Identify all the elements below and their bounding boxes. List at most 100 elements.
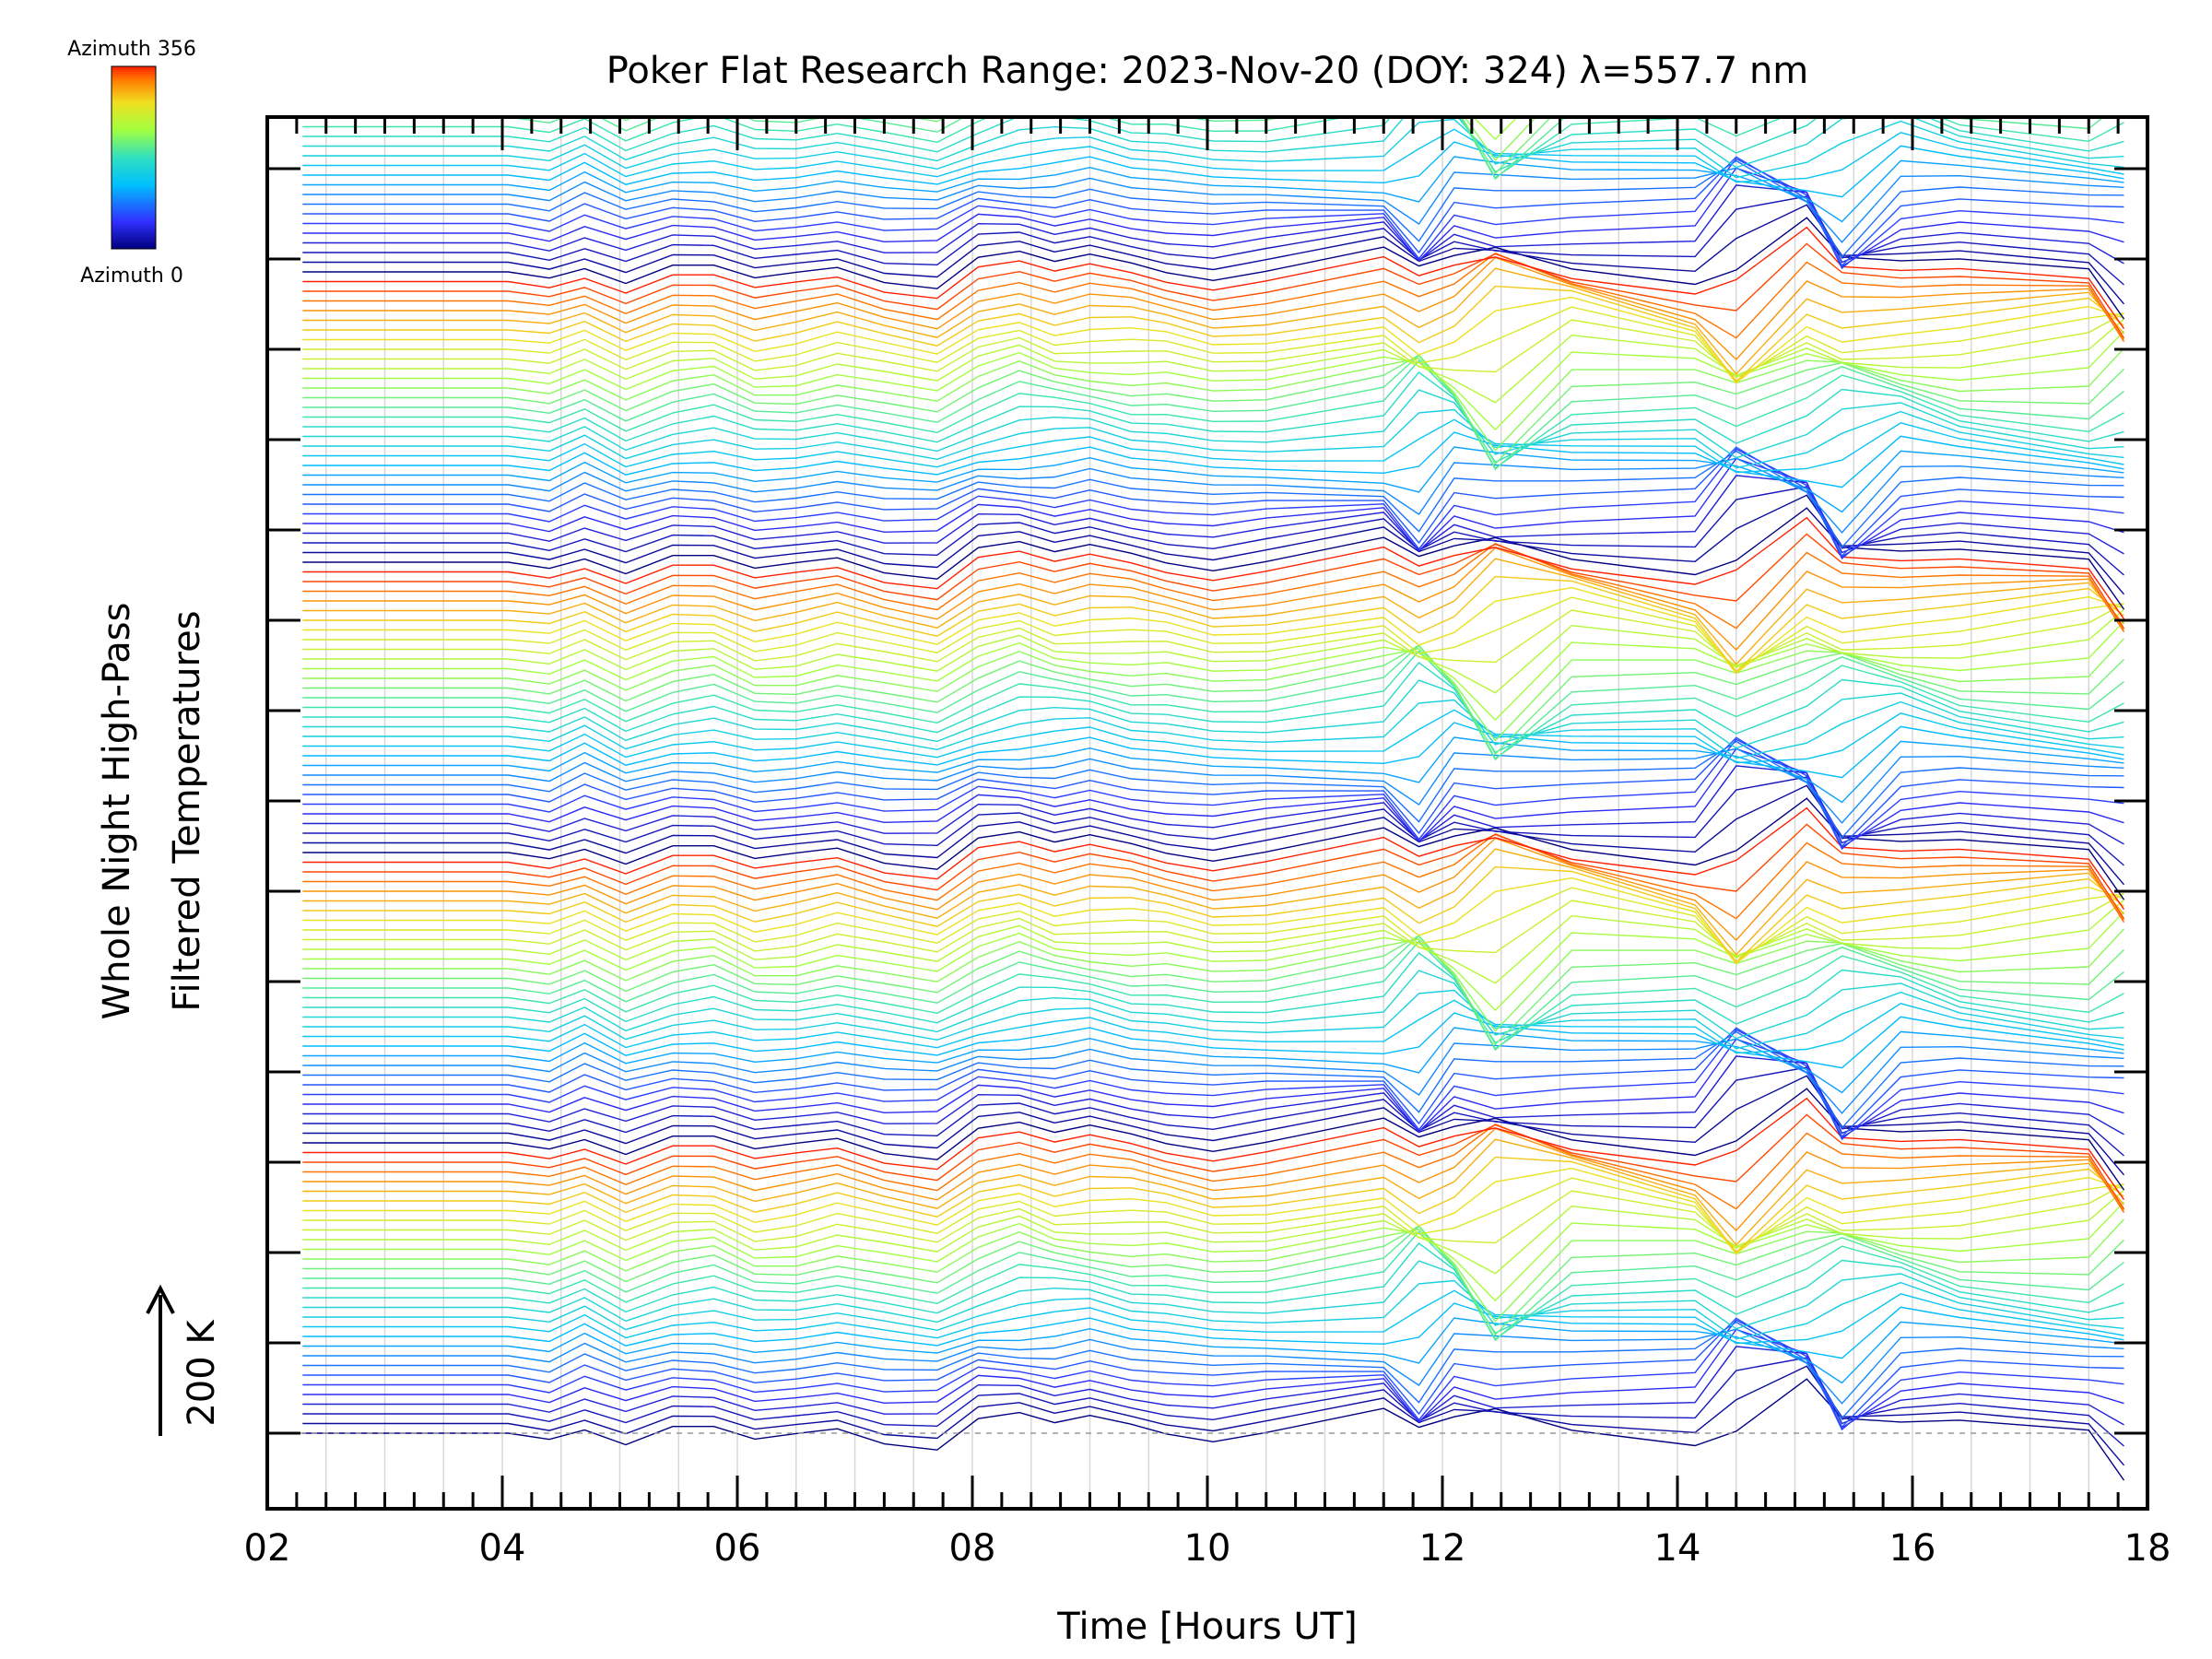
series-line bbox=[302, 159, 2124, 258]
series-line bbox=[302, 543, 2125, 633]
series-line bbox=[302, 389, 2124, 459]
series-line bbox=[302, 935, 2124, 1052]
series-line bbox=[302, 620, 2125, 722]
series-line bbox=[302, 722, 2124, 779]
series-line bbox=[302, 1317, 2124, 1384]
series-line bbox=[302, 603, 2124, 669]
series-line bbox=[302, 1012, 2124, 1069]
series-line bbox=[302, 661, 2124, 754]
series-line bbox=[302, 450, 2124, 548]
x-tick-label: 08 bbox=[949, 1527, 996, 1570]
series-line bbox=[302, 833, 2125, 924]
series-line bbox=[302, 887, 2124, 963]
series-line bbox=[302, 158, 2124, 270]
series-line bbox=[302, 1218, 2125, 1323]
series-line bbox=[302, 823, 2125, 920]
series-line bbox=[302, 709, 2124, 764]
series-line bbox=[302, 486, 2124, 576]
x-tick-label: 04 bbox=[479, 1527, 526, 1570]
series-line bbox=[302, 1027, 2124, 1094]
series-line bbox=[302, 1113, 2125, 1210]
series-line bbox=[302, 1138, 2125, 1246]
series-line bbox=[302, 296, 2124, 384]
series-line bbox=[302, 1225, 2124, 1342]
series-line bbox=[302, 494, 2125, 595]
series-line bbox=[302, 638, 2125, 742]
series-line bbox=[302, 1124, 2125, 1214]
series-line bbox=[302, 457, 2124, 534]
series-line bbox=[302, 970, 2124, 1040]
series-line bbox=[302, 1378, 2125, 1481]
series-line bbox=[302, 740, 2124, 839]
x-tick-label: 14 bbox=[1654, 1527, 1701, 1570]
series-line bbox=[302, 516, 2125, 620]
x-tick-label: 16 bbox=[1889, 1527, 1936, 1570]
series-line bbox=[302, 354, 2124, 471]
colorbar-bottom-label: Azimuth 0 bbox=[80, 265, 183, 288]
series-line bbox=[302, 1030, 2124, 1129]
scale-bar: 200 K bbox=[146, 1284, 223, 1436]
series-line bbox=[302, 1328, 2124, 1405]
series-line bbox=[302, 318, 2124, 404]
series-line bbox=[302, 989, 2124, 1050]
x-tick-label: 18 bbox=[2124, 1527, 2171, 1570]
series-line bbox=[302, 608, 2124, 694]
x-tick-label: 06 bbox=[714, 1527, 761, 1570]
colorbar-gradient bbox=[111, 65, 157, 250]
series-line bbox=[302, 242, 2125, 339]
series-line bbox=[302, 117, 2124, 173]
x-tick-labels: 02 04 06 08 10 12 14 16 18 bbox=[244, 1527, 2171, 1570]
series-line bbox=[302, 1167, 2124, 1255]
x-tick-label: 12 bbox=[1419, 1527, 1466, 1570]
series-line bbox=[302, 330, 2125, 431]
series-line bbox=[302, 418, 2124, 474]
series-line bbox=[302, 837, 2125, 942]
plot-axes bbox=[265, 115, 2149, 1511]
series-line bbox=[302, 747, 2124, 824]
series-line bbox=[302, 1289, 2124, 1345]
series-line bbox=[302, 359, 2124, 469]
series-line bbox=[302, 736, 2124, 848]
series-line bbox=[302, 118, 2124, 179]
series-line bbox=[302, 1225, 2124, 1336]
series-line bbox=[302, 156, 2124, 267]
x-axis-label: Time [Hours UT] bbox=[1056, 1606, 1357, 1648]
series-line bbox=[302, 1183, 2124, 1250]
series-line bbox=[302, 699, 2124, 759]
series-line bbox=[302, 1075, 2125, 1176]
series-line bbox=[302, 1260, 2124, 1330]
series-line bbox=[302, 256, 2125, 361]
series-line bbox=[302, 1066, 2124, 1157]
series-line bbox=[302, 940, 2124, 1050]
series-line bbox=[302, 226, 2125, 330]
colorbar: Azimuth 356 Azimuth 0 bbox=[67, 38, 196, 288]
series-line bbox=[302, 951, 2124, 1044]
series-line bbox=[302, 217, 2125, 320]
series-line bbox=[302, 156, 2124, 223]
series-line bbox=[302, 806, 2125, 911]
series-line bbox=[302, 1027, 2124, 1138]
series-line bbox=[302, 1088, 2125, 1191]
series-line bbox=[302, 1317, 2124, 1429]
series-line bbox=[302, 1319, 2124, 1431]
series-line bbox=[302, 371, 2124, 464]
series-line bbox=[302, 1230, 2124, 1340]
series-line bbox=[302, 736, 2124, 804]
series-line bbox=[302, 285, 2124, 382]
series-line bbox=[302, 586, 2124, 675]
series-line bbox=[302, 533, 2125, 629]
x-tick-label: 02 bbox=[244, 1527, 291, 1570]
series-line bbox=[302, 1302, 2124, 1359]
series-line bbox=[302, 0, 2124, 39]
series-line bbox=[302, 1156, 2124, 1253]
chart-title: Poker Flat Research Range: 2023-Nov-20 (… bbox=[606, 50, 1809, 92]
scale-bar-label: 200 K bbox=[181, 1319, 223, 1427]
series-group bbox=[302, 0, 2125, 1481]
series-line bbox=[302, 117, 2124, 169]
series-line bbox=[302, 128, 2124, 183]
series-line bbox=[302, 877, 2124, 965]
series-line bbox=[302, 738, 2124, 851]
y-axis-label-line1: Whole Night High-Pass bbox=[96, 603, 138, 1020]
series-line bbox=[302, 679, 2124, 749]
series-line bbox=[302, 253, 2125, 343]
